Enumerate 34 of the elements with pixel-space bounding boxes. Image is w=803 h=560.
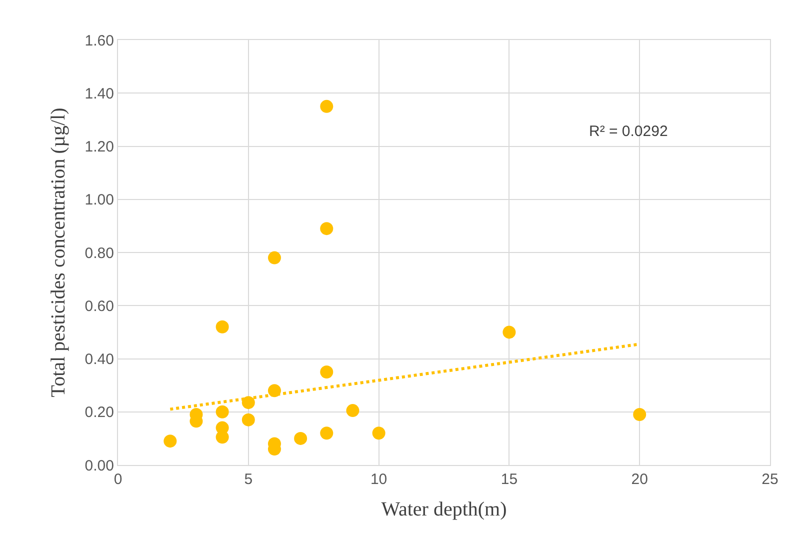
x-tick-label: 20 [631,471,648,488]
y-tick-label: 0.40 [84,351,114,368]
point [216,320,229,334]
y-tick-label: 0.60 [84,298,114,315]
x-axis-title: Water depth(m) [381,498,507,520]
x-tick-label: 5 [244,471,253,488]
x-tick-label: 25 [762,471,778,488]
point [320,100,334,113]
point [242,396,255,410]
annotation: R² = 0.0292 [589,123,668,140]
point [320,426,334,440]
y-tick-label: 1.40 [84,85,114,102]
x-tick-label: 10 [370,471,388,488]
y-tick-label: 1.20 [84,138,114,156]
y-tick-label: 0.00 [84,457,114,474]
point [216,405,229,418]
y-tick-label: 1.60 [84,32,114,50]
point [268,251,281,264]
point [372,426,386,440]
point [164,434,177,448]
point [633,408,646,422]
x-tick-label: 0 [114,471,122,488]
point [346,404,360,418]
point [320,222,334,236]
point [294,432,308,445]
point [502,326,516,339]
y-tick-label: 0.80 [84,244,114,262]
point [242,413,255,426]
y-tick-label: 0.20 [84,404,114,422]
y-axis-title: Total pesticides concentration (µg/l) [47,108,70,398]
point [320,366,334,379]
y-tick-label: 1.00 [84,192,114,209]
point [216,430,229,444]
x-tick-label: 15 [500,471,518,488]
